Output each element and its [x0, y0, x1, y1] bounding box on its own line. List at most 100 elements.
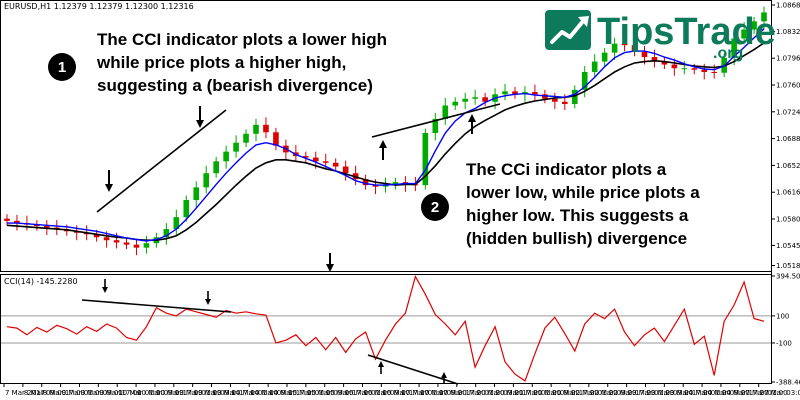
arrow-up-icon	[378, 361, 384, 374]
candle-body	[701, 69, 708, 72]
candle-body	[442, 105, 449, 119]
candle-body	[253, 124, 259, 134]
time-tick-label: 23 Mar 09:00	[646, 389, 693, 397]
price-higher-low-trendline	[371, 103, 501, 138]
cci-tick-label: -388.464	[776, 379, 800, 387]
candle-body	[223, 151, 229, 162]
cci-label: CCI(14) -145.2280	[4, 277, 78, 286]
candle-body	[422, 133, 429, 186]
candle-body	[362, 179, 369, 186]
candle-body	[502, 91, 508, 95]
logo-trend-icon	[550, 18, 586, 44]
candle-body	[143, 243, 150, 248]
price-tick-label: 1.06525	[776, 162, 800, 170]
time-tick-label: 16 Mar 17:00	[382, 389, 429, 397]
candle-body	[312, 157, 319, 162]
candle-body	[34, 224, 40, 227]
price-tick-label: 1.07245	[776, 108, 800, 116]
time-tick-label: 27 Mar 03:00	[760, 389, 800, 397]
candle-body	[581, 71, 588, 90]
time-tick-label: 24 Mar 17:00	[722, 389, 769, 397]
annotation-1-line-2: while price plots a higher high,	[96, 53, 346, 72]
cci-lower-low-trendline	[367, 354, 459, 385]
annotation-badge-1-number: 1	[58, 59, 66, 76]
candle-body	[751, 21, 757, 30]
time-tick-label: 9 Mar 17:00	[99, 389, 141, 397]
annotation-2-line-3: higher low. This suggests a	[466, 206, 689, 225]
candle-body	[452, 101, 459, 106]
candle-body	[472, 97, 478, 99]
candle-body	[571, 89, 578, 104]
arrow-down-icon	[326, 253, 334, 272]
time-tick-label: 21 Mar 01:00	[514, 389, 561, 397]
arrow-down-icon	[205, 291, 211, 305]
candle-body	[741, 29, 747, 39]
time-tick-label: 15 Mar 17:00	[326, 389, 373, 397]
cci-axis: 394.5016 100 -100 -388.464	[771, 272, 800, 387]
candle-body	[342, 166, 349, 174]
annotation-badge-1	[48, 53, 76, 81]
symbol-label: EURUSD,H1 1.12379 1.12379 1.12300 1.1231…	[4, 2, 194, 11]
candle-body	[372, 185, 379, 187]
candle-body	[731, 38, 737, 58]
candle-body	[273, 132, 279, 146]
candle-body	[243, 133, 249, 143]
candle-body	[591, 61, 598, 72]
time-tick-label: 24 Mar 01:00	[684, 389, 731, 397]
candle-body	[482, 97, 488, 102]
candle-body	[691, 68, 698, 70]
price-tick-label: 1.08680	[776, 1, 800, 9]
arrow-up-icon	[379, 140, 387, 160]
brand-tld: .org	[713, 45, 743, 62]
price-tick-label: 1.06885	[776, 135, 800, 143]
time-tick-label: 17 Mar 17:00	[439, 389, 486, 397]
candle-body	[681, 68, 688, 70]
annotation-1-line-3: suggesting a (bearish divergence)	[97, 76, 373, 95]
candle-body	[233, 142, 239, 152]
time-tick-label: 8 Mar 17:00	[43, 389, 85, 397]
annotation-badge-2-number: 2	[431, 199, 439, 216]
candle-body	[621, 43, 628, 46]
candle-body	[203, 173, 210, 188]
time-tick-label: 20 Mar 01:00	[458, 389, 505, 397]
time-tick-label: 7 Mar 2017	[5, 389, 45, 397]
time-tick-label: 16 Mar 09:00	[363, 389, 410, 397]
time-tick-label: 23 Mar 01:00	[628, 389, 675, 397]
time-tick-label: 8 Mar 09:00	[24, 389, 66, 397]
candle-body	[462, 98, 468, 102]
arrow-down-icon	[105, 170, 113, 192]
candle-body	[631, 45, 638, 52]
candle-body	[113, 240, 120, 243]
candle-body	[761, 12, 767, 22]
arrow-up-icon	[468, 114, 476, 134]
time-tick-label: 27 Mar 01:00	[741, 389, 788, 397]
cci-panel-frame	[0, 274, 772, 384]
price-panel-frame	[0, 0, 772, 272]
price-tick-label: 1.07605	[776, 82, 800, 90]
candle-body	[173, 217, 180, 230]
price-tick-label: 1.07965	[776, 55, 800, 63]
time-tick-label: 22 Mar 01:00	[571, 389, 618, 397]
time-tick-label: 21 Mar 17:00	[552, 389, 599, 397]
time-tick-label: 17 Mar 09:00	[420, 389, 467, 397]
candle-body	[163, 229, 170, 238]
cci-tick-label: 100	[776, 312, 789, 320]
candle-body	[213, 161, 219, 174]
price-higher-high-trendline	[96, 109, 227, 213]
candle-body	[661, 61, 668, 65]
annotation-badge-2	[421, 193, 449, 221]
time-tick-label: 9 Mar 09:00	[80, 389, 122, 397]
candle-body	[14, 220, 20, 224]
cci-lower-high-trendline	[81, 299, 232, 313]
price-tick-label: 1.05805	[776, 216, 800, 224]
candle-body	[322, 161, 329, 163]
candle-body	[651, 57, 658, 62]
time-tick-label: 24 Mar 09:00	[703, 389, 750, 397]
candle-body	[711, 71, 718, 73]
candle-body	[561, 101, 568, 104]
cci-tick-label: -100	[776, 339, 792, 347]
time-tick-label: 17 Mar 01:00	[401, 389, 448, 397]
time-tick-label: 15 Mar 01:00	[288, 389, 335, 397]
tipstrade-logo: TipsTrade .org	[545, 10, 776, 62]
